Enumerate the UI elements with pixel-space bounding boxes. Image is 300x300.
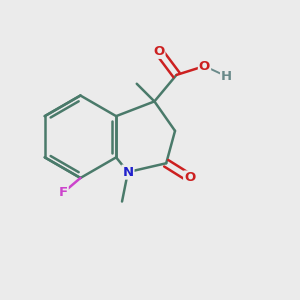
Text: H: H: [221, 70, 232, 83]
Text: O: O: [153, 45, 164, 58]
Text: F: F: [58, 186, 68, 199]
Text: O: O: [199, 60, 210, 73]
Text: O: O: [184, 172, 195, 184]
Text: N: N: [122, 166, 134, 178]
